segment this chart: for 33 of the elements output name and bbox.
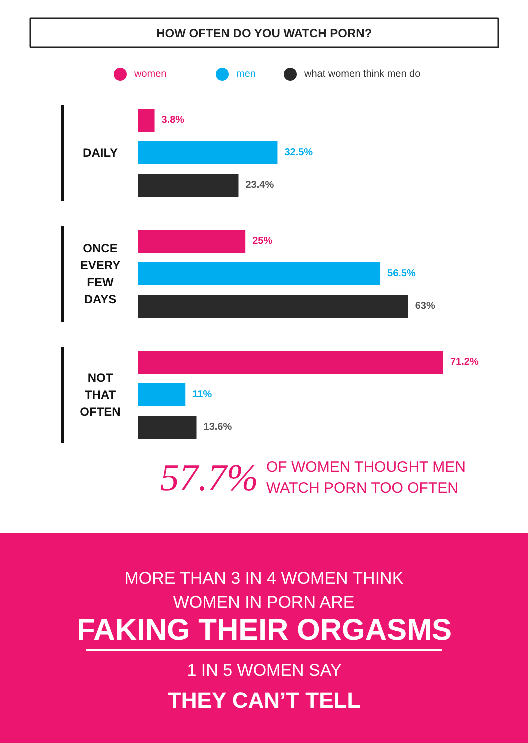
text: MORE THAN 3 IN 4 WOMEN THINK <box>124 569 404 588</box>
data-label: 63% <box>415 301 436 312</box>
text: FAKING THEIR ORGASMS <box>76 614 452 647</box>
data-label: 71.2% <box>450 357 479 368</box>
legend-label: men <box>236 69 256 80</box>
y-tick-label: DAILY <box>83 146 118 160</box>
text: 57.7% <box>160 458 258 500</box>
bar <box>138 416 197 439</box>
chart-title: HOW OFTEN DO YOU WATCH PORN? <box>156 26 372 40</box>
data-label: 25% <box>252 236 273 247</box>
bar <box>138 384 186 406</box>
y-tick-label: ONCE EVERY FEW DAYS <box>80 242 121 306</box>
bar <box>138 295 408 318</box>
bar <box>138 262 381 286</box>
text: 1 IN 5 WOMEN SAY <box>187 661 342 680</box>
legend-label: women <box>134 69 167 80</box>
text: WOMEN IN PORN ARE <box>173 593 355 612</box>
y-tick-label: NOT THAT OFTEN <box>80 371 121 419</box>
legend-label: what women think men do <box>304 69 422 80</box>
data-label: 56.5% <box>388 268 416 280</box>
data-label: 3.8% <box>162 115 185 126</box>
data-label: 13.6% <box>204 422 232 433</box>
bar <box>138 174 239 197</box>
text: THEY CAN’T TELL <box>168 688 361 713</box>
bar <box>138 142 278 164</box>
data-label: 23.4% <box>246 180 274 191</box>
bar <box>138 230 246 253</box>
data-label: 11% <box>192 390 212 400</box>
text: OF WOMEN THOUGHT MEN <box>266 459 466 476</box>
bar <box>138 351 444 374</box>
data-label: 32.5% <box>284 148 314 158</box>
bar <box>138 109 155 132</box>
text: WATCH PORN TOO OFTEN <box>266 480 458 497</box>
